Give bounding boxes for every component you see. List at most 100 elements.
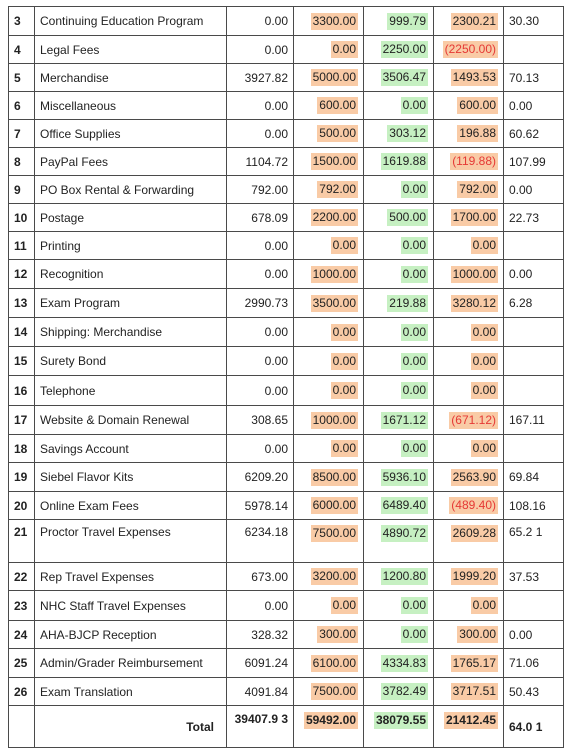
budget-amount-value: 7500.00 bbox=[310, 683, 358, 700]
remaining-amount: (489.40) bbox=[433, 491, 504, 520]
total-actual-value: 38079.55 bbox=[373, 712, 428, 729]
actual-amount: 0.00 bbox=[363, 375, 434, 406]
actual-amount: 0.00 bbox=[363, 231, 434, 260]
budget-amount: 3200.00 bbox=[293, 562, 364, 591]
total-label: Total bbox=[34, 705, 227, 748]
percent-used: 65.2 1 bbox=[503, 519, 564, 563]
table-row: 24 AHA-BJCP Reception 328.32 300.00 0.00 300.… bbox=[8, 620, 564, 649]
actual-amount: 0.00 bbox=[363, 91, 434, 120]
remaining-amount: 0.00 bbox=[433, 375, 504, 406]
remaining-amount: 600.00 bbox=[433, 91, 504, 120]
remaining-amount-value: 196.88 bbox=[457, 125, 498, 142]
budget-amount-value: 300.00 bbox=[317, 626, 358, 643]
previous-amount: 0.00 bbox=[226, 6, 294, 36]
total-actual: 38079.55 bbox=[363, 705, 434, 748]
line-item-description: PayPal Fees bbox=[34, 147, 227, 176]
previous-amount: 0.00 bbox=[226, 346, 294, 376]
percent-used: 71.06 bbox=[503, 648, 564, 678]
percent-used: 37.53 bbox=[503, 562, 564, 591]
budget-amount-value: 5000.00 bbox=[310, 69, 358, 86]
budget-amount: 0.00 bbox=[293, 346, 364, 376]
remaining-amount-value: 0.00 bbox=[470, 323, 498, 341]
line-item-description: Recognition bbox=[34, 259, 227, 289]
table-row: 5 Merchandise 3927.82 5000.00 3506.47 1493.53… bbox=[8, 63, 564, 92]
line-item-description: Surety Bond bbox=[34, 346, 227, 376]
row-number: 11 bbox=[8, 231, 35, 260]
line-item-description: Legal Fees bbox=[34, 35, 227, 64]
line-item-description: Online Exam Fees bbox=[34, 491, 227, 520]
budget-amount-value: 6100.00 bbox=[310, 654, 358, 672]
actual-amount: 303.12 bbox=[363, 119, 434, 148]
budget-amount: 1500.00 bbox=[293, 147, 364, 176]
budget-amount: 0.00 bbox=[293, 375, 364, 406]
table-row: 23 NHC Staff Travel Expenses 0.00 0.00 0.00 0… bbox=[8, 590, 564, 621]
budget-amount: 300.00 bbox=[293, 620, 364, 649]
budget-amount-value: 792.00 bbox=[317, 181, 358, 198]
line-item-description: Merchandise bbox=[34, 63, 227, 92]
actual-amount-value: 1200.80 bbox=[380, 568, 428, 585]
previous-amount: 0.00 bbox=[226, 231, 294, 260]
actual-amount-value: 219.88 bbox=[387, 294, 428, 312]
budget-amount-value: 1000.00 bbox=[310, 411, 358, 429]
total-remaining-value: 21412.45 bbox=[443, 712, 498, 729]
percent-used: 107.99 bbox=[503, 147, 564, 176]
previous-amount: 0.00 bbox=[226, 91, 294, 120]
previous-amount: 0.00 bbox=[226, 375, 294, 406]
remaining-amount-value: 1999.20 bbox=[450, 568, 498, 585]
remaining-amount: 2609.28 bbox=[433, 519, 504, 563]
percent-used: 50.43 bbox=[503, 677, 564, 706]
actual-amount-value: 1619.88 bbox=[380, 153, 428, 170]
budget-amount: 0.00 bbox=[293, 231, 364, 260]
budget-amount-value: 0.00 bbox=[330, 323, 358, 341]
line-item-description: Admin/Grader Reimbursement bbox=[34, 648, 227, 678]
remaining-amount: 0.00 bbox=[433, 590, 504, 621]
remaining-amount-value: 300.00 bbox=[457, 626, 498, 643]
previous-amount: 0.00 bbox=[226, 317, 294, 347]
line-item-description: Shipping: Merchandise bbox=[34, 317, 227, 347]
budget-amount: 7500.00 bbox=[293, 677, 364, 706]
budget-amount: 6000.00 bbox=[293, 491, 364, 520]
previous-amount: 6091.24 bbox=[226, 648, 294, 678]
actual-amount: 0.00 bbox=[363, 434, 434, 463]
table-row: 18 Savings Account 0.00 0.00 0.00 0.00 bbox=[8, 434, 564, 463]
total-budget: 59492.00 bbox=[293, 705, 364, 748]
table-row: 15 Surety Bond 0.00 0.00 0.00 0.00 bbox=[8, 346, 564, 376]
total-remaining: 21412.45 bbox=[433, 705, 504, 748]
line-item-description: Printing bbox=[34, 231, 227, 260]
previous-amount: 3927.82 bbox=[226, 63, 294, 92]
remaining-amount-value: (489.40) bbox=[449, 497, 498, 514]
line-item-description: Savings Account bbox=[34, 434, 227, 463]
table-row: 26 Exam Translation 4091.84 7500.00 3782.49 3… bbox=[8, 677, 564, 706]
row-number: 3 bbox=[8, 6, 35, 36]
line-item-description: AHA-BJCP Reception bbox=[34, 620, 227, 649]
table-row: 25 Admin/Grader Reimbursement 6091.24 6100.… bbox=[8, 648, 564, 678]
remaining-amount-value: 0.00 bbox=[470, 440, 498, 457]
remaining-amount-value: 600.00 bbox=[457, 97, 498, 114]
actual-amount: 3782.49 bbox=[363, 677, 434, 706]
remaining-amount-value: (2250.00) bbox=[442, 41, 498, 58]
budget-amount: 0.00 bbox=[293, 434, 364, 463]
remaining-amount: 196.88 bbox=[433, 119, 504, 148]
table-row: 10 Postage 678.09 2200.00 500.00 1700.00 22.73 bbox=[8, 203, 564, 232]
remaining-amount: 0.00 bbox=[433, 231, 504, 260]
remaining-amount: 1999.20 bbox=[433, 562, 504, 591]
actual-amount: 4334.83 bbox=[363, 648, 434, 678]
line-item-description: NHC Staff Travel Expenses bbox=[34, 590, 227, 621]
remaining-amount: 3280.12 bbox=[433, 288, 504, 318]
budget-amount-value: 7500.00 bbox=[310, 525, 358, 542]
budget-amount-value: 0.00 bbox=[330, 41, 358, 58]
remaining-amount-value: 2563.90 bbox=[450, 468, 498, 486]
budget-amount: 3300.00 bbox=[293, 6, 364, 36]
percent-used bbox=[503, 317, 564, 347]
remaining-amount: (671.12) bbox=[433, 405, 504, 435]
row-number: 24 bbox=[8, 620, 35, 649]
line-item-description: Siebel Flavor Kits bbox=[34, 462, 227, 492]
row-number: 18 bbox=[8, 434, 35, 463]
row-number: 25 bbox=[8, 648, 35, 678]
budget-amount: 792.00 bbox=[293, 175, 364, 204]
actual-amount-value: 0.00 bbox=[400, 265, 428, 283]
previous-amount: 0.00 bbox=[226, 259, 294, 289]
row-number: 10 bbox=[8, 203, 35, 232]
row-number: 21 bbox=[8, 519, 35, 563]
previous-amount: 0.00 bbox=[226, 590, 294, 621]
